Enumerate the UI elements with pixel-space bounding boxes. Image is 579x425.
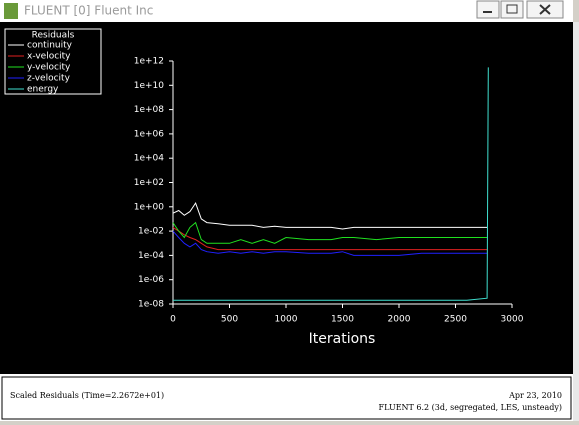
x-tick-label: 3000 — [501, 315, 524, 325]
legend-box — [4, 28, 102, 95]
footer-version: FLUENT 6.2 (3d, segregated, LES, unstead… — [379, 403, 562, 412]
y-tick-label: 1e+00 — [134, 202, 165, 212]
y-tick-label: 1e-04 — [138, 251, 164, 261]
y-tick-label: 1e-08 — [138, 300, 164, 310]
minimize-button[interactable] — [476, 0, 500, 19]
plot-canvas — [0, 22, 573, 374]
residual-line — [173, 67, 489, 301]
y-tick-label: 1e-02 — [138, 227, 164, 237]
x-tick-label: 0 — [170, 315, 176, 325]
x-tick-label: 2000 — [388, 315, 411, 325]
window-edge — [573, 22, 579, 421]
y-tick-label: 1e+12 — [134, 57, 164, 67]
legend-label: x-velocity — [27, 52, 71, 62]
x-tick-label: 2500 — [444, 315, 467, 325]
y-tick-label: 1e+08 — [134, 105, 165, 115]
x-tick-label: 1000 — [275, 315, 298, 325]
x-tick-label: 1500 — [331, 315, 354, 325]
legend-title: Residuals — [32, 31, 75, 41]
y-tick-label: 1e+06 — [134, 129, 165, 139]
legend-label: z-velocity — [27, 74, 71, 84]
y-tick-label: 1e+02 — [134, 178, 164, 188]
x-axis-label: Iterations — [309, 331, 376, 347]
y-tick-label: 1e+04 — [134, 154, 165, 164]
residual-line — [172, 221, 488, 244]
y-tick-label: 1e-06 — [138, 275, 164, 285]
legend-label: continuity — [27, 41, 73, 51]
footer-panel — [1, 376, 572, 420]
residual-line — [172, 202, 488, 230]
footer-left: Scaled Residuals (Time=2.2672e+01) — [10, 391, 164, 400]
app-icon — [4, 3, 18, 19]
y-tick-label: 1e+10 — [134, 81, 165, 91]
maximize-icon — [506, 4, 518, 14]
residual-line — [172, 230, 488, 256]
x-tick-label: 500 — [221, 315, 238, 325]
footer-date: Apr 23, 2010 — [508, 391, 562, 400]
maximize-button[interactable] — [500, 0, 524, 19]
close-icon — [539, 4, 551, 15]
residual-line — [172, 226, 488, 251]
legend-label: y-velocity — [27, 63, 71, 73]
window-title: FLUENT [0] Fluent Inc — [24, 4, 153, 18]
legend-label: energy — [27, 85, 59, 95]
